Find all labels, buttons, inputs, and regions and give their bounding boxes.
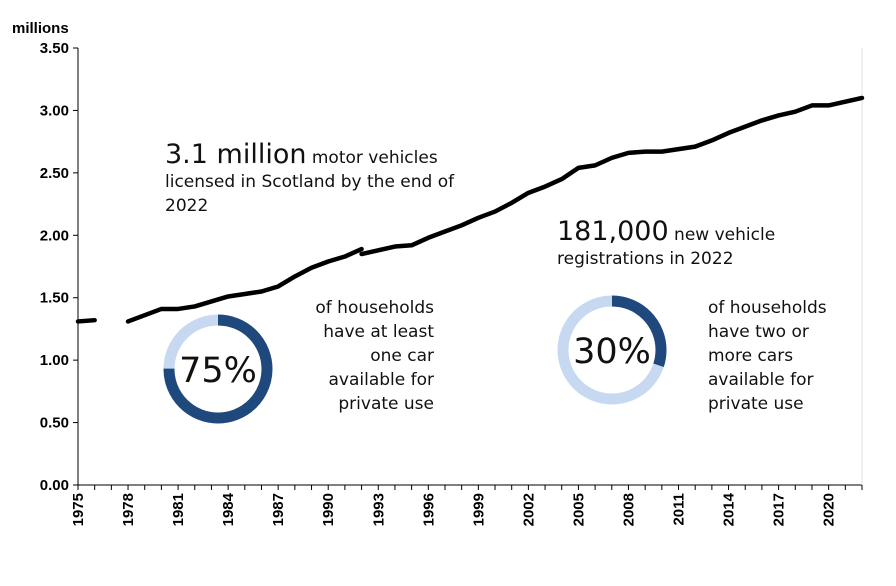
x-tick-label: 2020 — [821, 493, 838, 526]
donut1-text-line: one car — [370, 346, 434, 366]
x-tick-label: 2014 — [721, 492, 738, 526]
donut2-text-line: have two or — [708, 322, 809, 342]
donut1-text: of households have at least one car avai… — [270, 296, 434, 416]
vehicles-big-number: 3.1 million — [165, 139, 307, 170]
x-tick-label: 1981 — [170, 493, 187, 526]
y-tick-label: 3.00 — [40, 102, 69, 119]
x-tick-label: 1990 — [320, 493, 337, 526]
registrations-annotation: 181,000 new vehicle registrations in 202… — [557, 218, 776, 271]
vehicles-text-3: 2022 — [165, 196, 209, 216]
y-tick-label: 2.50 — [40, 165, 69, 182]
y-tick-label: 0.50 — [40, 415, 69, 432]
x-tick-label: 1987 — [270, 493, 287, 526]
y-tick-label: 2.00 — [40, 227, 69, 244]
series-line-2 — [359, 95, 865, 257]
x-tick-label: 1984 — [220, 492, 237, 526]
x-tick-label: 2005 — [570, 493, 587, 526]
y-tick-label: 1.50 — [40, 290, 69, 307]
registrations-text-2: registrations in 2022 — [557, 249, 734, 269]
registrations-big-number: 181,000 — [557, 216, 669, 247]
donut-75-label: 75% — [179, 351, 257, 391]
x-tick-label: 1999 — [470, 493, 487, 526]
registrations-text-1: new vehicle — [668, 225, 776, 245]
x-tick-label: 1993 — [370, 493, 387, 526]
y-axis-unit-label: millions — [12, 20, 69, 37]
donut1-text-line: of households — [315, 298, 434, 318]
donut-30-label: 30% — [573, 332, 651, 372]
x-tick-label: 1996 — [420, 493, 437, 526]
x-tick-label: 1975 — [70, 493, 87, 526]
donut2-text-line: available for — [708, 370, 814, 390]
donut2-text-line: private use — [708, 394, 804, 414]
x-tick-label: 1978 — [120, 493, 137, 526]
vehicles-text-1: motor vehicles — [306, 148, 438, 168]
vehicles-annotation: 3.1 million motor vehicles licensed in S… — [165, 141, 455, 218]
x-tick-label: 2017 — [771, 493, 788, 526]
series-line-0 — [75, 317, 97, 324]
donut2-text: of households have two or more cars avai… — [708, 296, 827, 416]
y-tick-label: 0.00 — [40, 477, 69, 494]
donut-75-fill — [163, 314, 273, 424]
vehicles-text-2: licensed in Scotland by the end of — [165, 172, 455, 192]
y-tick-label: 3.50 — [40, 40, 69, 57]
donut2-text-line: of households — [708, 298, 827, 318]
x-tick-label: 2002 — [520, 493, 537, 526]
donut1-text-line: have at least — [323, 322, 434, 342]
donut2-text-line: more cars — [708, 346, 794, 366]
x-tick-label: 2011 — [671, 493, 688, 526]
donut1-text-line: available for — [328, 370, 434, 390]
donut-30-fill — [557, 295, 667, 405]
y-tick-label: 1.00 — [40, 352, 69, 369]
donut1-text-line: private use — [338, 394, 434, 414]
series-line-1 — [125, 246, 364, 324]
x-tick-label: 2008 — [620, 493, 637, 526]
